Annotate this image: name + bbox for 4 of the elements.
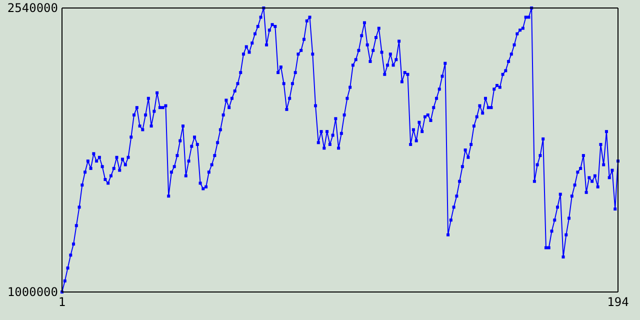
y-tick-label: 2540000 (7, 1, 58, 15)
y-tick-label: 1000000 (7, 285, 58, 299)
x-tick-label: 194 (607, 295, 629, 309)
x-tick-label: 1 (58, 295, 66, 309)
